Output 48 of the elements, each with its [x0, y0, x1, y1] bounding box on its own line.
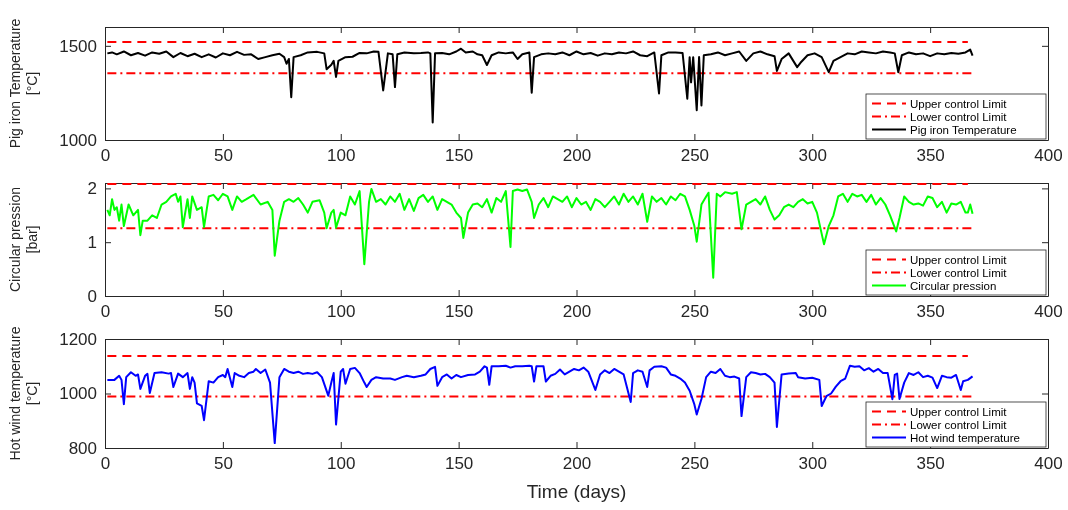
x-tick-label: 50	[213, 302, 233, 322]
y-axis-title: Pig iron Temperature [°C]	[7, 18, 40, 149]
x-tick-label: 200	[562, 454, 592, 474]
x-tick-label: 150	[444, 146, 474, 166]
x-tick-label: 300	[798, 454, 827, 474]
x-tick-label: 150	[444, 302, 474, 322]
y-tick-label: 1	[87, 233, 97, 253]
y-axis-title: Hot wind temperature [°C]	[7, 326, 40, 461]
x-tick-label: 400	[1034, 302, 1063, 322]
x-tick-label: 0	[100, 454, 111, 474]
legend-label: Circular pression	[910, 279, 997, 292]
legend-label: Upper control Limit	[910, 253, 1008, 266]
legend-label: Hot wind temperature	[910, 431, 1020, 444]
x-tick-label: 0	[100, 146, 111, 166]
y-tick-label: 1200	[59, 329, 97, 349]
y-tick-label: 0	[87, 286, 97, 306]
x-tick-label: 100	[327, 454, 356, 474]
x-tick-label: 250	[680, 302, 710, 322]
y-tick-label: 1000	[59, 384, 97, 404]
x-tick-label: 400	[1034, 454, 1063, 474]
x-tick-label: 150	[444, 454, 474, 474]
x-tick-label: 0	[100, 302, 111, 322]
x-tick-label: 300	[798, 302, 827, 322]
x-tick-label: 200	[562, 146, 592, 166]
x-tick-label: 200	[562, 302, 592, 322]
legend-label: Upper control Limit	[910, 405, 1008, 418]
x-tick-label: 50	[213, 146, 233, 166]
y-axis-title: Circular pression [bar]	[7, 186, 40, 293]
y-tick-label: 2	[87, 179, 97, 199]
x-tick-label: 250	[680, 454, 710, 474]
legend-label: Upper control Limit	[910, 97, 1008, 110]
legend-label: Lower control Limit	[910, 266, 1008, 279]
y-tick-label: 1500	[59, 36, 97, 56]
x-tick-label: 350	[916, 302, 945, 322]
legend-label: Lower control Limit	[910, 110, 1008, 123]
x-tick-label: 250	[680, 146, 710, 166]
x-tick-label: 300	[798, 146, 827, 166]
x-tick-label: 50	[213, 454, 233, 474]
x-tick-label: 400	[1034, 146, 1063, 166]
x-tick-label: 100	[327, 146, 356, 166]
x-tick-label: 350	[916, 146, 945, 166]
x-tick-label: 100	[327, 302, 356, 322]
legend-label: Pig iron Temperature	[910, 123, 1017, 136]
y-tick-label: 1000	[59, 130, 97, 150]
legend-label: Lower control Limit	[910, 418, 1008, 431]
x-axis-title: Time (days)	[526, 481, 627, 502]
x-tick-label: 350	[916, 454, 945, 474]
y-tick-label: 800	[68, 438, 97, 458]
